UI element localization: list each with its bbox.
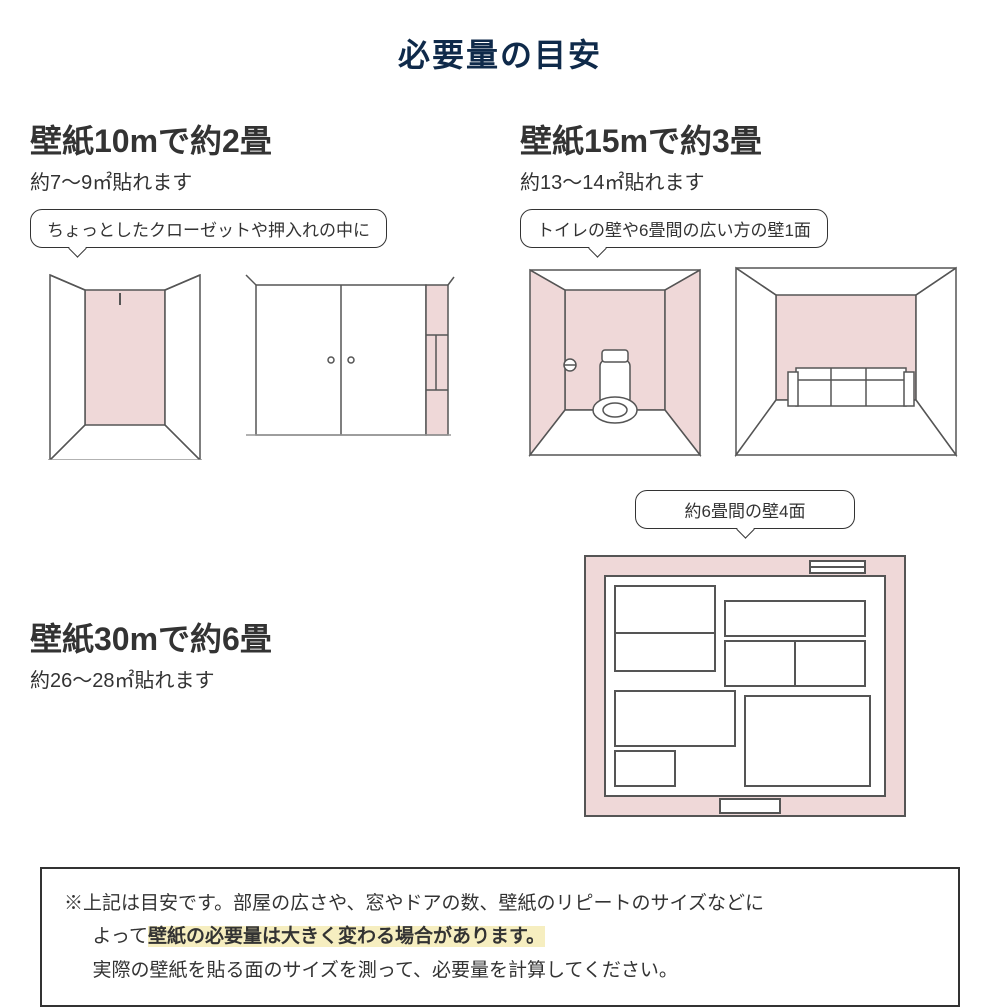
closet-icon (30, 260, 220, 460)
speech-bubble: 約6畳間の壁4面 (635, 490, 855, 529)
speech-bubble: ちょっとしたクローゼットや押入れの中に (30, 209, 387, 248)
room-one-wall-icon (726, 260, 966, 460)
section-30m: 壁紙30mで約6畳 約26～28㎡貼れます (30, 490, 480, 831)
note-line-2: よって壁紙の必要量は大きく変わる場合があります。 (64, 920, 936, 953)
section-sub: 約26～28㎡貼れます (30, 664, 480, 693)
speech-bubble: トイレの壁や6畳間の広い方の壁1面 (520, 209, 828, 248)
section-sub: 約7～9㎡貼れます (30, 166, 480, 195)
note-line-1: ※上記は目安です。部屋の広さや、窓やドアの数、壁紙のリピートのサイズなどに (64, 893, 764, 914)
sections-grid: 壁紙10mで約2畳 約7～9㎡貼れます ちょっとしたクローゼットや押入れの中に (30, 116, 970, 831)
section-10m: 壁紙10mで約2畳 約7～9㎡貼れます ちょっとしたクローゼットや押入れの中に (30, 116, 480, 460)
room-plan-icon (570, 541, 920, 831)
section-30m-illustration: 約6畳間の壁4面 (520, 490, 970, 831)
note-highlight: 壁紙の必要量は大きく変わる場合があります。 (148, 926, 545, 947)
section-heading: 壁紙30mで約6畳 (30, 614, 480, 660)
section-15m: 壁紙15mで約3畳 約13～14㎡貼れます トイレの壁や6畳間の広い方の壁1面 (520, 116, 970, 460)
section-heading: 壁紙15mで約3畳 (520, 116, 970, 162)
note-line-2-prefix: よって (93, 926, 148, 947)
note-line-3: 実際の壁紙を貼る面のサイズを測って、必要量を計算してください。 (64, 954, 936, 987)
toilet-room-icon (520, 260, 710, 460)
section-heading: 壁紙10mで約2畳 (30, 116, 480, 162)
page-title: 必要量の目安 (30, 30, 970, 76)
section-sub: 約13～14㎡貼れます (520, 166, 970, 195)
oshiire-icon (236, 260, 456, 460)
note-box: ※上記は目安です。部屋の広さや、窓やドアの数、壁紙のリピートのサイズなどに よっ… (40, 867, 960, 1007)
